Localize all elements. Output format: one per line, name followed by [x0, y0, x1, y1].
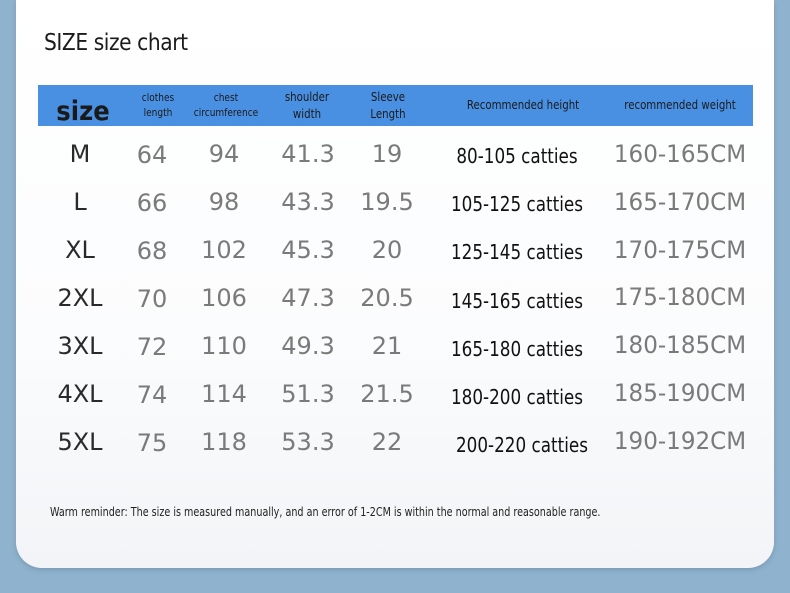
row-size: L [73, 188, 87, 216]
row-height: 125-145 catties [450, 240, 583, 264]
row-sleeve: 21.5 [360, 380, 414, 408]
row-chest: 102 [201, 236, 247, 264]
row-clothes-length: 70 [136, 285, 168, 313]
row-size: M [69, 140, 91, 168]
row-shoulder: 43.3 [281, 188, 335, 216]
row-clothes-length: 72 [136, 333, 168, 361]
row-shoulder: 49.3 [281, 332, 335, 360]
header-clothes-length-line1: clothes [141, 90, 175, 104]
row-clothes-length: 66 [136, 189, 168, 217]
row-height: 80-105 catties [456, 144, 578, 168]
row-size: 2XL [57, 284, 103, 312]
row-shoulder: 51.3 [281, 380, 335, 408]
row-sleeve: 20 [371, 236, 403, 264]
row-size: 3XL [57, 332, 103, 360]
header-shoulder-width: shoulder width [277, 85, 337, 126]
header-sleeve-line1: Sleeve [370, 90, 406, 105]
row-chest: 114 [201, 380, 247, 408]
row-sleeve: 21 [371, 332, 403, 360]
table-header-bar [38, 85, 753, 126]
row-sleeve: 22 [371, 428, 403, 456]
header-chest-line2: circumference [193, 105, 259, 119]
row-weight: 185-190CM [613, 379, 747, 407]
row-chest: 98 [208, 188, 240, 216]
header-chest-circumference: chest circumference [193, 85, 259, 126]
page-title: SIZE size chart [44, 30, 188, 56]
row-height: 105-125 catties [450, 192, 583, 216]
row-size: 4XL [57, 380, 103, 408]
row-weight: 175-180CM [613, 283, 747, 311]
row-weight: 165-170CM [613, 188, 747, 216]
header-recommended-height: Recommended height [466, 98, 580, 113]
row-clothes-length: 74 [136, 381, 168, 409]
header-clothes-length: clothes length [131, 85, 185, 126]
row-clothes-length: 64 [136, 141, 168, 169]
row-weight: 170-175CM [613, 236, 747, 264]
row-weight: 180-185CM [613, 331, 747, 359]
row-size: 5XL [57, 428, 103, 456]
row-sleeve: 20.5 [360, 284, 414, 312]
row-height: 165-180 catties [450, 337, 583, 361]
row-shoulder: 41.3 [281, 140, 335, 168]
header-chest-line1: chest [213, 90, 239, 104]
header-clothes-length-line2: length [143, 105, 173, 119]
header-size: size [56, 95, 110, 127]
header-sleeve-line2: Length [370, 106, 406, 121]
header-shoulder-line2: width [292, 106, 322, 121]
row-chest: 110 [201, 332, 247, 360]
row-weight: 190-192CM [613, 427, 747, 455]
row-shoulder: 47.3 [281, 284, 335, 312]
row-shoulder: 45.3 [281, 236, 335, 264]
header-recommended-weight: recommended weight [624, 98, 736, 113]
row-height: 145-165 catties [450, 289, 583, 313]
row-sleeve: 19 [371, 140, 403, 168]
warm-reminder-note: Warm reminder: The size is measured manu… [50, 505, 601, 519]
row-chest: 94 [208, 140, 240, 168]
row-size: XL [65, 236, 95, 264]
row-weight: 160-165CM [613, 140, 747, 168]
header-sleeve-length: Sleeve Length [359, 85, 417, 126]
row-chest: 118 [201, 428, 247, 456]
header-shoulder-line1: shoulder [284, 90, 330, 105]
row-sleeve: 19.5 [360, 188, 414, 216]
row-clothes-length: 68 [136, 237, 168, 265]
row-shoulder: 53.3 [281, 428, 335, 456]
row-chest: 106 [201, 284, 247, 312]
row-height: 200-220 catties [455, 433, 588, 457]
row-clothes-length: 75 [136, 429, 168, 457]
row-height: 180-200 catties [450, 385, 583, 409]
